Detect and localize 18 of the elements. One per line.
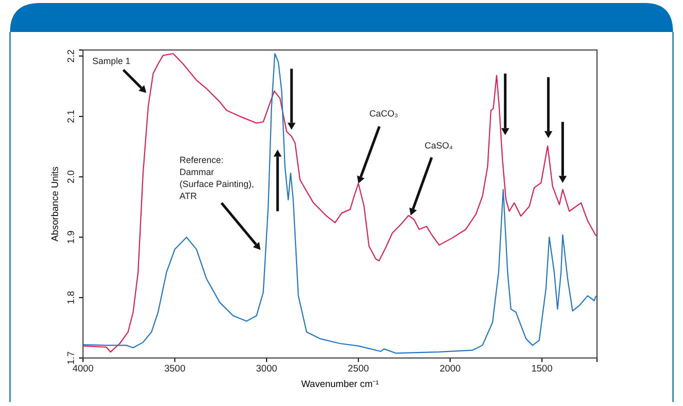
x-tick-label: 2500 bbox=[348, 364, 369, 375]
annotation: CaCO₃ bbox=[369, 108, 398, 118]
y-axis-title: Absorbance Units bbox=[50, 166, 61, 242]
y-tick-label: 2.2 bbox=[66, 49, 77, 63]
y-tick-label: 2.0 bbox=[66, 170, 77, 184]
y-tick-label: 1.9 bbox=[66, 230, 77, 244]
y-tick-label: 1.8 bbox=[66, 291, 77, 304]
y-tick-label: 2.1 bbox=[66, 110, 77, 124]
x-tick-label: 3500 bbox=[164, 364, 186, 375]
x-tick-label: 3000 bbox=[256, 364, 278, 375]
annotation: Reference: Dammar (Surface Painting), ATR bbox=[180, 154, 254, 201]
y-tick-label: 1.7 bbox=[66, 351, 77, 365]
annotation: Sample 1 bbox=[92, 56, 130, 66]
x-tick-label: 2000 bbox=[440, 364, 461, 375]
x-axis-title: Wavenumber cm⁻¹ bbox=[301, 379, 379, 390]
x-tick-label: 1500 bbox=[531, 364, 552, 375]
x-tick-label: 4000 bbox=[72, 364, 94, 375]
annotation: CaSO₄ bbox=[424, 140, 454, 150]
